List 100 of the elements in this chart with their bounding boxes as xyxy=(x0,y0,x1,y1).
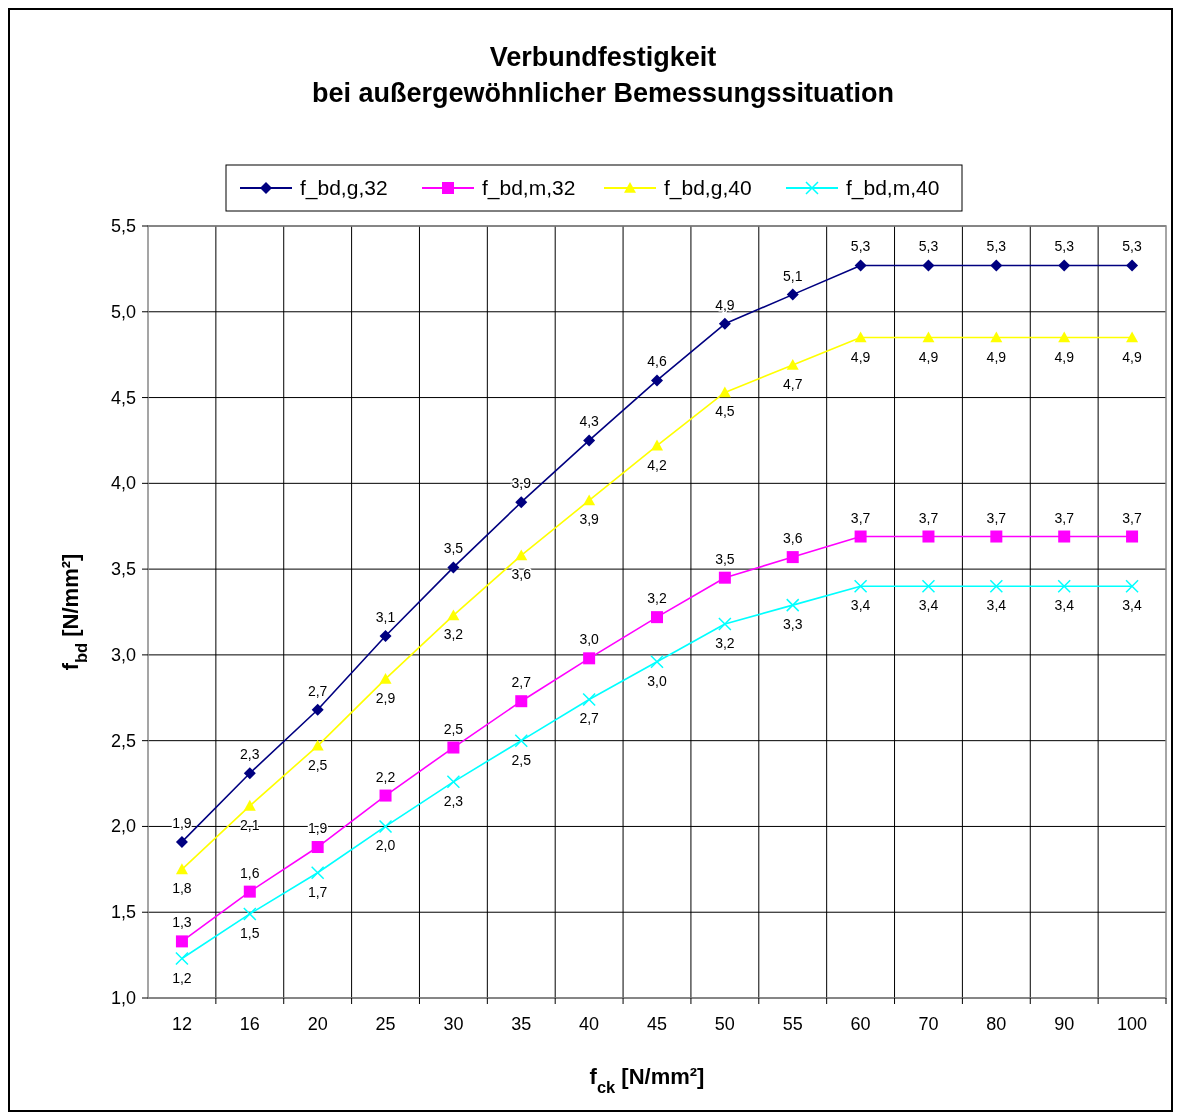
data-label: 3,5 xyxy=(443,540,464,557)
x-tick-label: 30 xyxy=(443,1014,464,1034)
point xyxy=(718,386,731,398)
data-label: 3,7 xyxy=(1122,509,1143,526)
data-label: 5,3 xyxy=(918,238,939,255)
point xyxy=(582,692,596,707)
data-label: 4,9 xyxy=(1122,348,1143,365)
data-label: 1,6 xyxy=(240,864,260,881)
point xyxy=(378,819,393,834)
point xyxy=(1058,259,1071,272)
data-label: 3,2 xyxy=(647,590,667,607)
point xyxy=(922,259,935,272)
point xyxy=(515,695,528,708)
point xyxy=(379,672,392,684)
legend-label: f_bd,g,40 xyxy=(664,176,752,200)
point xyxy=(990,259,1003,272)
data-label: 4,6 xyxy=(647,353,667,370)
point xyxy=(447,609,460,621)
point xyxy=(853,579,868,594)
y-tick-label: 1,0 xyxy=(110,988,136,1008)
point xyxy=(1058,530,1071,543)
data-label: 2,7 xyxy=(307,682,328,699)
data-label: 2,9 xyxy=(375,689,396,706)
data-label: 3,6 xyxy=(511,566,532,583)
point xyxy=(514,733,529,748)
point xyxy=(922,331,935,343)
point xyxy=(583,434,596,447)
x-tick-label: 60 xyxy=(850,1014,871,1034)
data-label: 4,3 xyxy=(579,413,600,430)
data-label: 3,7 xyxy=(1054,509,1075,526)
point xyxy=(446,775,461,789)
legend-label: f_bd,m,32 xyxy=(482,176,576,200)
point xyxy=(310,866,325,880)
data-label: 5,3 xyxy=(850,238,871,255)
data-label: 2,5 xyxy=(511,751,532,768)
data-label: 5,3 xyxy=(1122,238,1143,255)
x-tick-label: 45 xyxy=(646,1014,668,1034)
x-tick-label: 70 xyxy=(918,1014,939,1034)
data-label: 2,5 xyxy=(443,720,464,737)
point xyxy=(243,767,256,780)
y-tick-label: 4,5 xyxy=(110,387,136,408)
point xyxy=(583,652,596,665)
point xyxy=(718,617,732,631)
point xyxy=(650,655,664,669)
point xyxy=(718,317,731,330)
point xyxy=(175,951,189,966)
point xyxy=(854,259,867,272)
point xyxy=(1126,530,1139,543)
point xyxy=(854,530,867,543)
data-label: 4,9 xyxy=(850,348,871,365)
point xyxy=(922,530,935,543)
data-label: 3,3 xyxy=(783,616,803,633)
data-label: 3,0 xyxy=(647,672,667,689)
data-label: 2,0 xyxy=(375,837,396,854)
data-label: 1,2 xyxy=(172,969,192,986)
point xyxy=(1126,259,1139,272)
data-label: 4,2 xyxy=(647,456,667,473)
data-label: 4,9 xyxy=(715,296,735,313)
data-label: 2,7 xyxy=(579,710,600,727)
y-tick-label: 2,5 xyxy=(110,730,136,751)
y-tick-label: 4,0 xyxy=(110,473,136,494)
point xyxy=(990,331,1003,343)
data-label: 3,2 xyxy=(443,626,464,643)
x-tick-label: 12 xyxy=(171,1014,192,1034)
x-tick-label: 16 xyxy=(239,1014,260,1034)
point xyxy=(175,863,188,875)
data-label: 1,7 xyxy=(307,883,328,900)
data-label: 3,4 xyxy=(1122,597,1143,614)
point xyxy=(243,885,256,898)
data-label: 5,3 xyxy=(986,238,1007,255)
point xyxy=(651,611,663,624)
x-tick-label: 80 xyxy=(986,1014,1007,1034)
point xyxy=(1126,331,1139,343)
data-label: 3,4 xyxy=(850,597,871,614)
data-label: 2,7 xyxy=(511,674,532,691)
point xyxy=(786,358,799,370)
x-tick-label: 35 xyxy=(511,1014,532,1034)
y-tick-label: 1,5 xyxy=(110,902,136,923)
data-label: 1,3 xyxy=(172,914,192,931)
point xyxy=(989,579,1004,594)
y-tick-label: 2,0 xyxy=(110,816,136,837)
data-label: 3,5 xyxy=(715,550,735,567)
point xyxy=(786,288,799,301)
data-label: 3,0 xyxy=(579,631,600,648)
x-tick-label: 50 xyxy=(714,1014,735,1034)
data-label: 3,4 xyxy=(918,597,939,614)
point xyxy=(651,439,663,451)
point xyxy=(311,841,324,854)
data-label: 3,6 xyxy=(783,530,803,547)
data-label: 4,5 xyxy=(715,403,735,420)
point xyxy=(854,331,867,343)
point xyxy=(786,551,799,564)
data-label: 3,2 xyxy=(715,635,735,652)
point xyxy=(447,741,460,754)
data-label: 4,9 xyxy=(1054,348,1075,365)
data-label: 3,4 xyxy=(986,597,1007,614)
point xyxy=(175,835,188,848)
point xyxy=(515,496,528,509)
point xyxy=(379,789,392,802)
x-tick-label: 20 xyxy=(307,1014,328,1034)
